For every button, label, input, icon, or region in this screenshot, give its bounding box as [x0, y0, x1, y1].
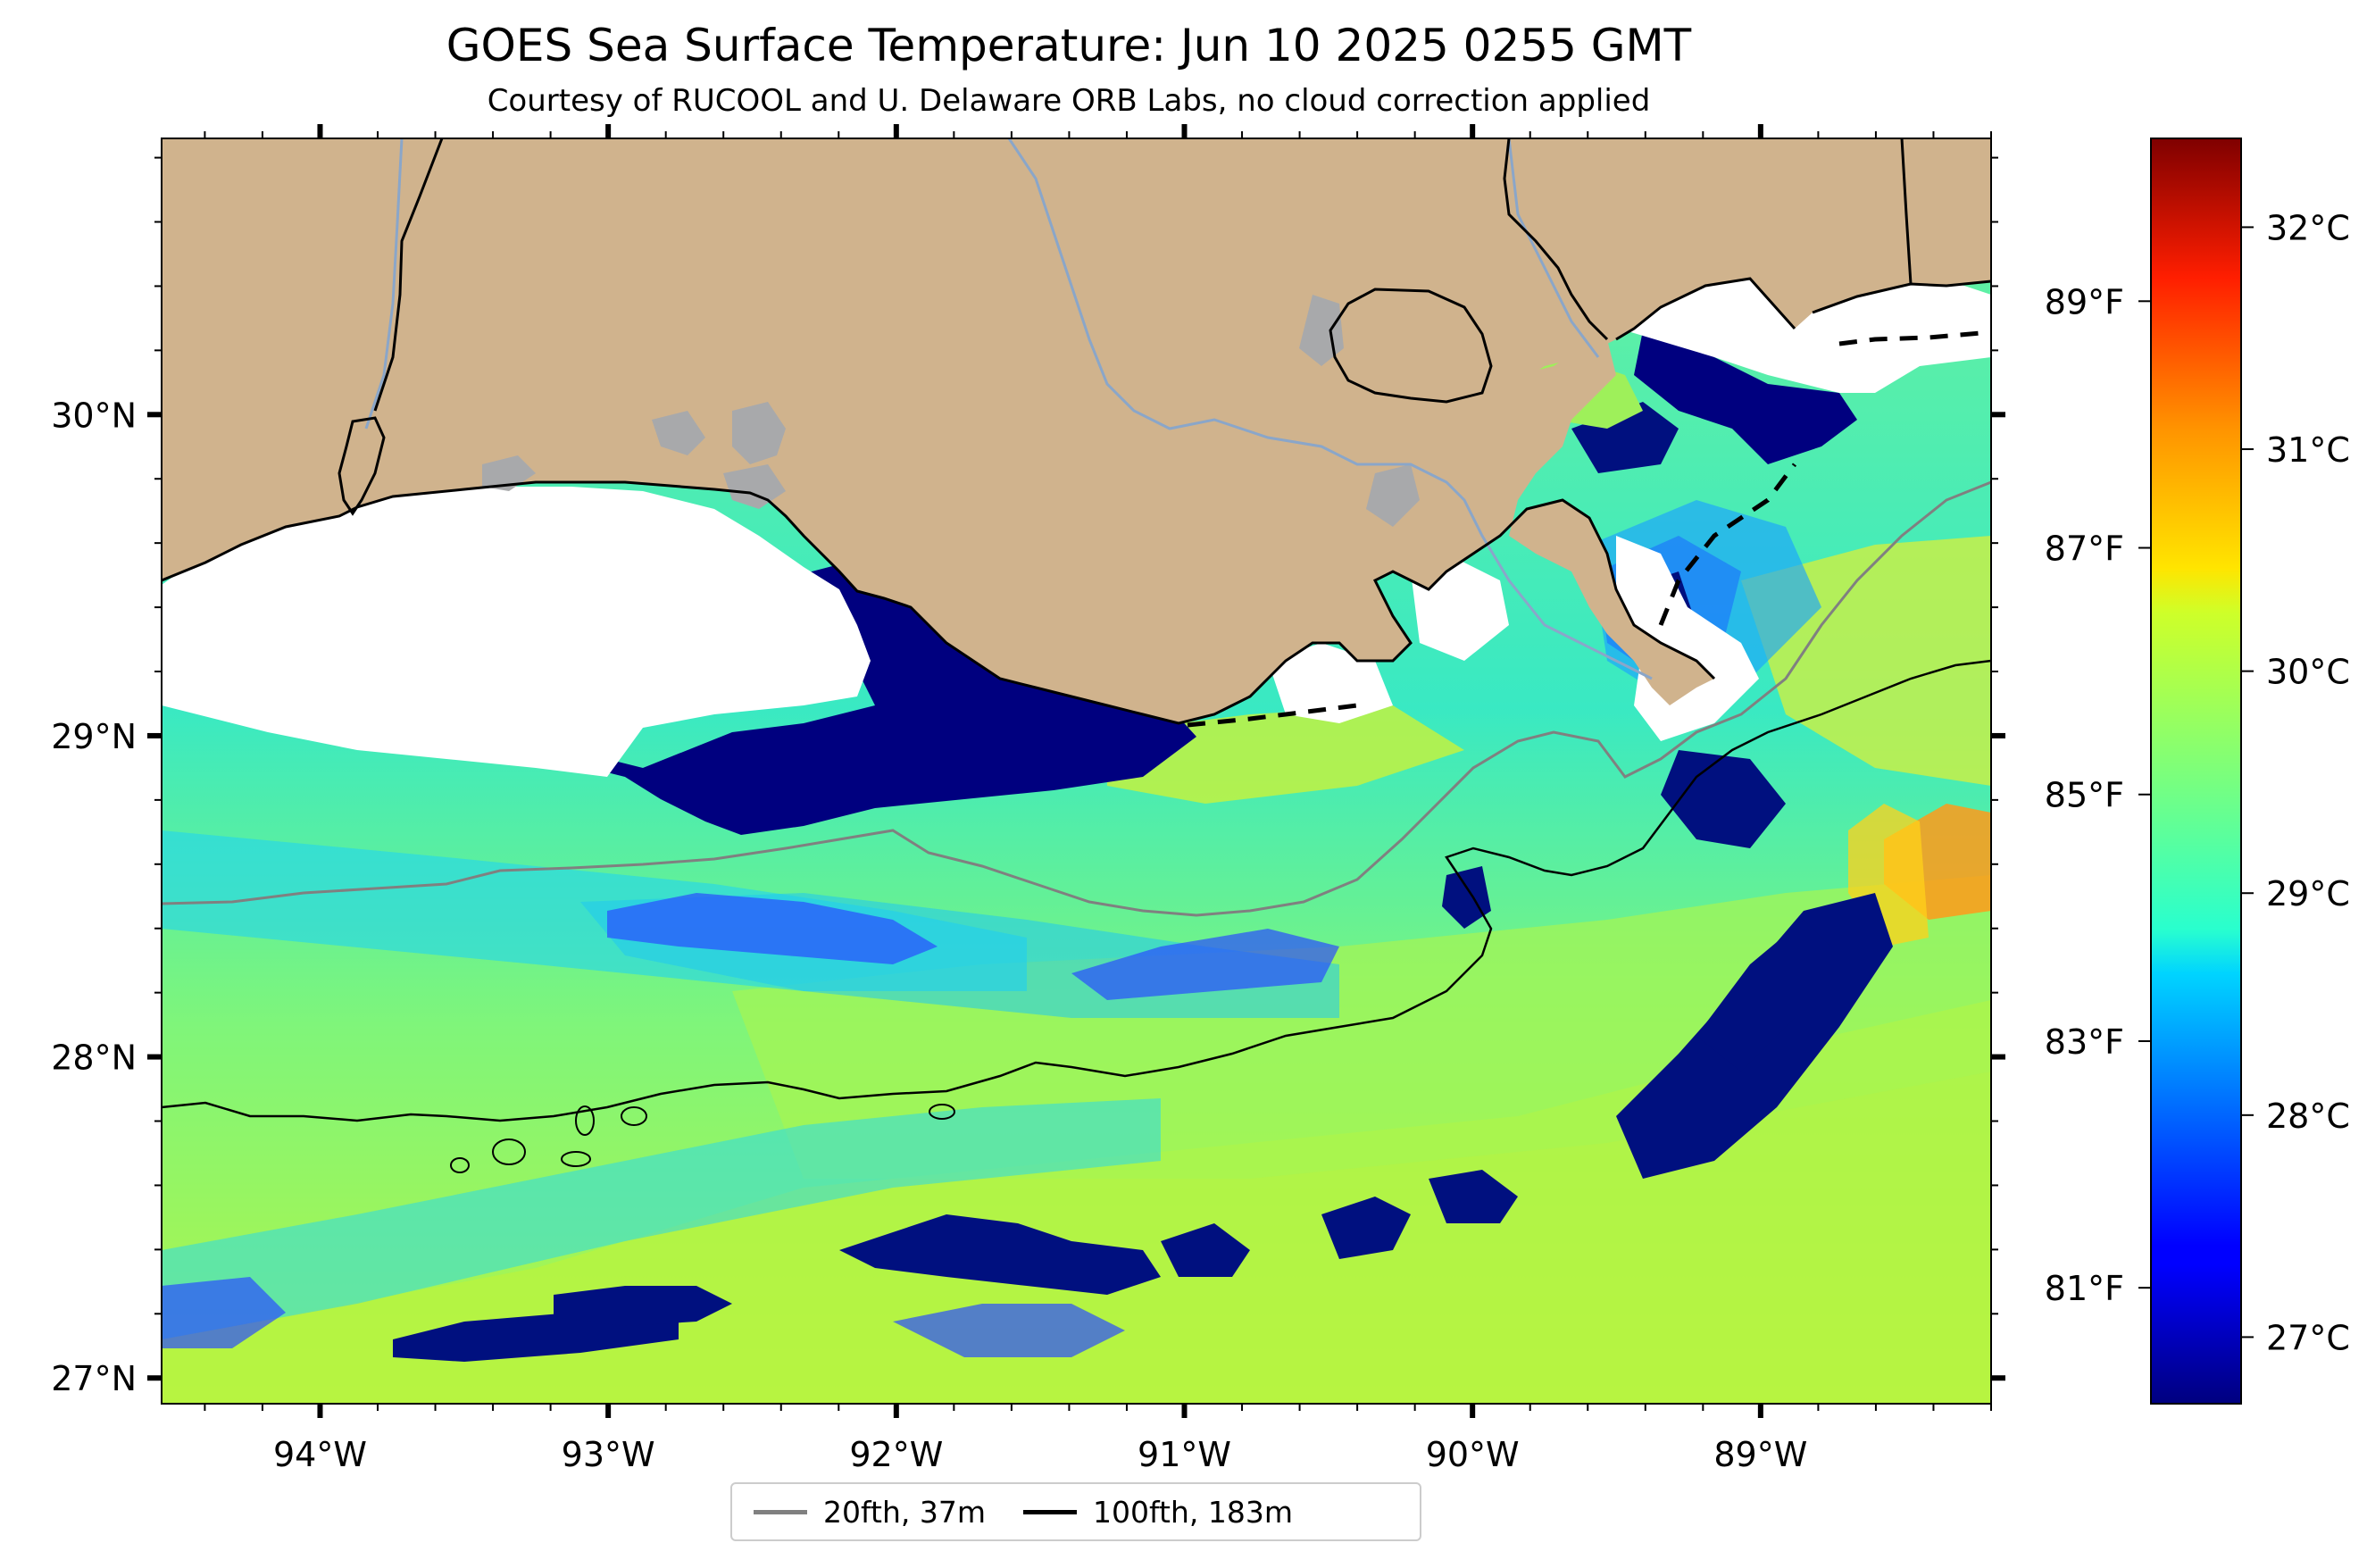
chart-title: GOES Sea Surface Temperature: Jun 10 202… — [446, 20, 1692, 71]
lon-tick-label: 92°W — [849, 1435, 943, 1474]
colorbar-f-label: 83°F — [2045, 1022, 2124, 1062]
shelf-islets — [450, 1104, 955, 1173]
colorbar-c-label: 30°C — [2266, 653, 2350, 692]
legend-item-100fth: 100fth, 183m — [1023, 1495, 1293, 1530]
axis-ticks: 94°W 93°W 92°W 91°W 90°W 89°W 30°N 29°N 28°N 27°N — [51, 124, 2005, 1474]
colorbar-c-label: 32°C — [2266, 208, 2350, 247]
cloud-mask-terrebonne — [1268, 643, 1393, 723]
inland-lakes — [482, 295, 1420, 527]
rivers — [364, 138, 1653, 680]
contour-100fth — [162, 659, 1991, 1122]
lat-tick-label: 30°N — [51, 396, 137, 435]
land-mass — [162, 138, 1991, 723]
lon-tick-label: 89°W — [1713, 1435, 1807, 1474]
lat-tick-label: 28°N — [51, 1038, 137, 1078]
cloud-mask-west — [162, 487, 871, 777]
colorbar-gradient — [2150, 138, 2242, 1405]
mid-blue-filaments — [162, 893, 1339, 1357]
contour-20fth — [162, 480, 1991, 917]
state-border — [373, 138, 1913, 412]
cloud-mask-delta — [1616, 536, 1759, 741]
lat-tick-label: 27°N — [51, 1359, 137, 1398]
legend-label-20fth: 20fth, 37m — [823, 1494, 986, 1530]
lon-tick-label: 91°W — [1138, 1435, 1231, 1474]
lon-tick-label: 94°W — [273, 1435, 367, 1474]
legend-label-100fth: 100fth, 183m — [1093, 1494, 1293, 1530]
colorbar-c-label: 28°C — [2266, 1097, 2350, 1136]
cloud-mask-ms-sound — [1625, 268, 1991, 393]
map-area — [162, 138, 1991, 1404]
cool-band-southwest — [162, 1098, 1161, 1339]
lon-tick-label: 93°W — [562, 1435, 655, 1474]
colorbar-f-label: 81°F — [2045, 1269, 2124, 1308]
legend-swatch-100fth — [1023, 1509, 1077, 1514]
coastline — [162, 480, 1716, 725]
warm-zone-nearshore — [1107, 705, 1464, 804]
pontchartrain-shore — [1329, 288, 1493, 404]
cold-filaments — [393, 402, 1893, 1362]
colorbar-labels: 32°C 31°C 30°C 29°C 28°C 27°C 89°F 87°F 85°F 83°F… — [2045, 208, 2350, 1357]
colorbar-c-label: 29°C — [2266, 874, 2350, 913]
legend-swatch-20fth — [754, 1509, 807, 1514]
western-lake-shore — [338, 416, 386, 516]
colorbar-f-label: 87°F — [2045, 530, 2124, 569]
colorbar-f-label: 89°F — [2045, 282, 2124, 321]
nearshore-dashes — [1187, 329, 1991, 728]
lat-tick-label: 29°N — [51, 717, 137, 756]
lon-tick-label: 90°W — [1426, 1435, 1520, 1474]
legend-item-20fth: 20fth, 37m — [754, 1495, 986, 1530]
coastal-cold-east — [1634, 330, 1857, 464]
contour-legend: 20fth, 37m 100fth, 183m — [730, 1482, 1421, 1541]
colorbar-f-label: 85°F — [2045, 776, 2124, 815]
colorbar-c-label: 27°C — [2266, 1318, 2350, 1357]
colorbar: 32°C 31°C 30°C 29°C 28°C 27°C 89°F 87°F 85°F 83°F… — [2045, 138, 2350, 1405]
colorbar-c-label: 31°C — [2266, 430, 2350, 470]
chart-subtitle: Courtesy of RUCOOL and U. Delaware ORB L… — [488, 83, 1651, 119]
map-frame — [161, 138, 1992, 1405]
